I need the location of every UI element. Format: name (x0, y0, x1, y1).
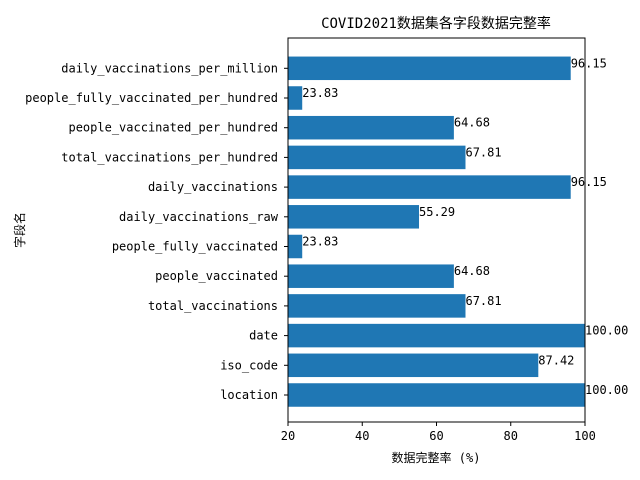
data-label-daily_vaccinations_raw: 55.29 (419, 205, 455, 219)
data-label-people_vaccinated_per_hundred: 64.68 (454, 116, 490, 130)
data-label-daily_vaccinations_per_million: 96.15 (571, 56, 607, 70)
bar-location (288, 383, 585, 407)
data-label-total_vaccinations_per_hundred: 67.81 (465, 145, 501, 159)
x-tick-label-100: 100 (574, 429, 596, 443)
plot-frame (287, 37, 586, 423)
y-tick-label-people_vaccinated: people_vaccinated (155, 269, 278, 283)
data-label-location: 100.00 (585, 383, 628, 397)
y-tick-label-people_vaccinated_per_hundred: people_vaccinated_per_hundred (68, 121, 278, 135)
x-tick-label-40: 40 (355, 429, 369, 443)
bars-group (288, 56, 585, 407)
data-label-people_fully_vaccinated: 23.83 (302, 235, 338, 249)
data-label-date: 100.00 (585, 324, 628, 338)
y-tick-label-iso_code: iso_code (220, 358, 278, 372)
data-labels-group: 100.00 87.42 100.00 67.81 64.68 23.83 55.29 96.… (302, 56, 628, 397)
bar-people_vaccinated_per_hundred (288, 115, 454, 140)
y-tick-label-daily_vaccinations_raw: daily_vaccinations_raw (119, 210, 279, 224)
x-tick-label-80: 80 (504, 429, 518, 443)
x-tick-label-60: 60 (429, 429, 443, 443)
x-tick-label-20: 20 (281, 429, 295, 443)
x-axis-ticks: 20 40 60 80 100 (281, 422, 596, 443)
data-label-total_vaccinations: 67.81 (465, 294, 501, 308)
y-tick-label-daily_vaccinations_per_million: daily_vaccinations_per_million (61, 61, 278, 75)
data-label-people_fully_vaccinated_per_hundred: 23.83 (302, 86, 338, 100)
bar-daily_vaccinations (288, 175, 571, 199)
bar-daily_vaccinations_raw (288, 205, 420, 229)
bar-daily_vaccinations_per_million (288, 56, 571, 81)
x-axis-label: 数据完整率 (%) (392, 450, 481, 465)
chart-title: COVID2021数据集各字段数据完整率 (321, 15, 551, 32)
bar-total_vaccinations_per_hundred (288, 145, 466, 170)
bar-date (288, 323, 585, 348)
y-tick-label-total_vaccinations_per_hundred: total_vaccinations_per_hundred (61, 150, 278, 164)
bar-total_vaccinations (288, 294, 466, 318)
y-tick-label-people_fully_vaccinated_per_hundred: people_fully_vaccinated_per_hundred (25, 91, 278, 105)
y-axis-label: 字段名 (12, 212, 27, 248)
bar-people_fully_vaccinated (288, 234, 303, 259)
y-tick-label-total_vaccinations: total_vaccinations (148, 299, 278, 313)
y-tick-label-people_fully_vaccinated: people_fully_vaccinated (112, 240, 278, 254)
bar-people_vaccinated (288, 264, 454, 288)
y-axis-categories: location iso_code date total_vaccinations pe… (25, 61, 288, 402)
data-label-daily_vaccinations: 96.15 (571, 175, 607, 189)
bar-iso_code (288, 353, 539, 378)
y-tick-label-location: location (220, 388, 278, 402)
bar-people_fully_vaccinated_per_hundred (288, 86, 303, 110)
data-label-people_vaccinated: 64.68 (454, 264, 490, 278)
data-label-iso_code: 87.42 (538, 353, 574, 367)
y-tick-label-date: date (249, 329, 278, 343)
y-tick-label-daily_vaccinations: daily_vaccinations (148, 180, 278, 194)
